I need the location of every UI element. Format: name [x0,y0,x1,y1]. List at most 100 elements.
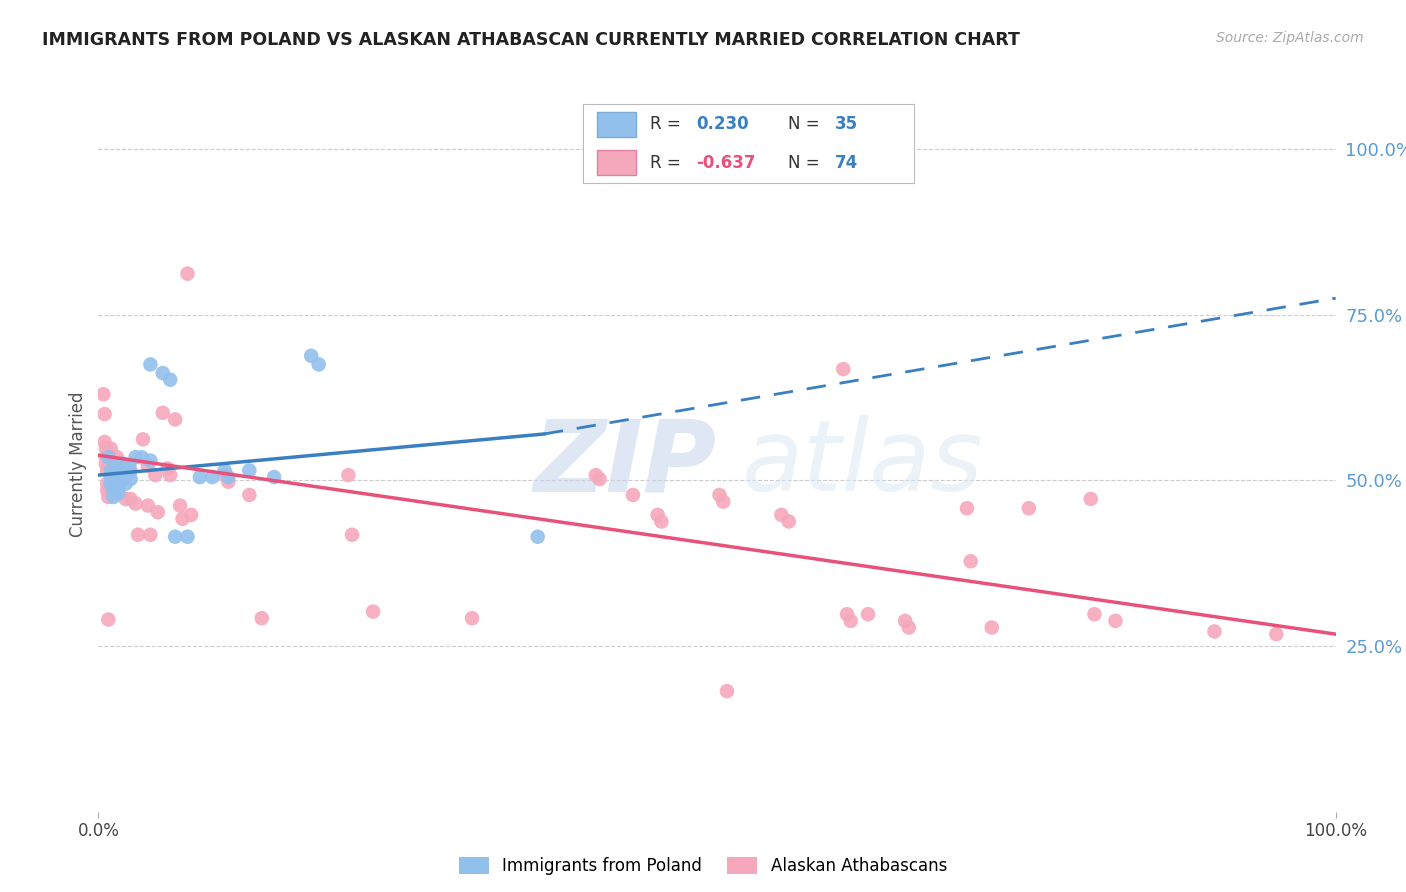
Text: -0.637: -0.637 [696,153,755,172]
Point [139,527,162,541]
Point [621,488,644,502]
Point [120,472,142,486]
Point [956,501,979,516]
Point [103,476,125,491]
Point [180,508,202,522]
Point [308,358,330,372]
Point [94,442,117,456]
Point [107,486,129,500]
Point [103,490,125,504]
Point [650,515,672,529]
Point [959,554,981,568]
Point [112,472,135,486]
Point [100,455,122,469]
Point [770,508,793,522]
Text: R =: R = [650,153,686,172]
Point [980,620,1002,634]
Text: N =: N = [789,115,825,134]
Point [238,463,260,477]
Point [156,461,179,475]
Point [112,458,135,473]
Point [107,480,129,494]
Point [112,470,135,484]
Point [217,470,239,484]
Point [897,620,920,634]
Point [894,614,917,628]
Point [165,412,187,426]
Point [176,267,198,281]
Point [1204,624,1226,639]
Point [139,358,162,372]
Text: R =: R = [650,115,686,134]
Point [337,468,360,483]
Point [97,490,120,504]
Point [188,470,211,484]
Point [96,476,118,491]
Point [103,483,125,498]
Point [588,472,610,486]
Point [159,373,181,387]
Point [96,463,118,477]
Point [136,499,159,513]
FancyBboxPatch shape [596,150,637,175]
FancyBboxPatch shape [596,112,637,137]
Point [214,468,236,483]
Point [709,488,731,502]
Text: 74: 74 [835,153,858,172]
Point [96,483,118,498]
Text: IMMIGRANTS FROM POLAND VS ALASKAN ATHABASCAN CURRENTLY MARRIED CORRELATION CHART: IMMIGRANTS FROM POLAND VS ALASKAN ATHABA… [42,31,1021,49]
Point [97,613,120,627]
Point [100,442,122,456]
Point [127,527,149,541]
Point [152,366,174,380]
Point [103,483,125,498]
Point [107,474,129,488]
Point [152,406,174,420]
Point [176,530,198,544]
Point [93,407,115,421]
Point [93,434,115,449]
Text: 0.230: 0.230 [696,115,748,134]
Point [124,450,146,465]
Point [118,466,141,480]
Point [778,515,800,529]
Point [585,468,607,483]
Point [647,508,669,522]
Point [461,611,484,625]
Legend: Immigrants from Poland, Alaskan Athabascans: Immigrants from Poland, Alaskan Athabasc… [458,856,948,875]
Point [250,611,273,625]
Point [159,468,181,483]
Text: N =: N = [789,153,825,172]
Point [101,470,124,484]
Point [1104,614,1126,628]
Point [97,450,120,465]
Point [105,460,128,475]
Point [238,488,260,502]
Point [100,470,122,484]
Point [93,387,115,401]
Text: atlas: atlas [742,416,983,512]
Point [711,494,734,508]
Point [131,450,153,465]
Point [143,468,166,483]
Point [839,614,862,628]
Point [105,450,128,465]
Point [201,470,224,484]
Text: 35: 35 [835,115,858,134]
Point [172,512,194,526]
Point [100,463,122,477]
Point [856,607,879,622]
Point [101,463,124,477]
Point [214,463,236,477]
Point [107,458,129,473]
Point [1080,491,1102,506]
Point [94,457,117,471]
Point [526,530,548,544]
Point [118,458,141,473]
Point [120,463,142,477]
Point [112,457,135,471]
Point [136,458,159,473]
Point [105,467,128,481]
Point [114,476,136,491]
Point [120,491,142,506]
